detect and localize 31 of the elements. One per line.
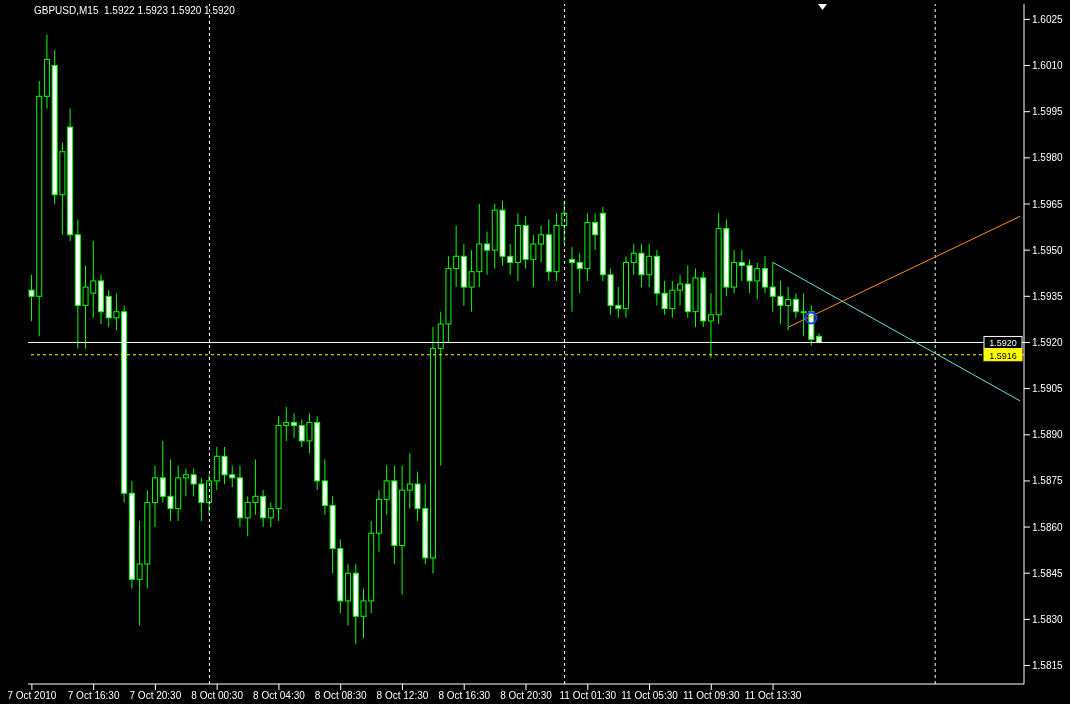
y-tick-label: 1.5950 [1032, 244, 1064, 256]
x-tick-label: 8 Oct 20:30 [500, 690, 553, 702]
y-tick-label: 1.5905 [1032, 383, 1064, 395]
ref-line-label: 1.5920 [989, 338, 1017, 349]
y-tick-label: 1.5980 [1032, 152, 1064, 164]
ref-line-label: 1.5916 [989, 350, 1017, 361]
y-tick-label: 1.5815 [1032, 660, 1064, 672]
x-tick-label: 7 Oct 16:30 [67, 690, 120, 702]
y-tick-label: 1.5890 [1032, 429, 1064, 441]
x-tick-label: 11 Oct 05:30 [621, 690, 679, 702]
x-tick-label: 8 Oct 00:30 [191, 690, 244, 702]
x-tick-label: 8 Oct 16:30 [438, 690, 491, 702]
x-tick-label: 11 Oct 13:30 [744, 690, 802, 702]
y-tick-label: 1.5830 [1032, 613, 1064, 625]
x-tick-label: 7 Oct 20:30 [129, 690, 182, 702]
x-tick-label: 8 Oct 08:30 [314, 690, 367, 702]
x-tick-label: 8 Oct 12:30 [376, 690, 429, 702]
x-tick-label: 11 Oct 01:30 [559, 690, 617, 702]
y-tick-label: 1.5965 [1032, 198, 1064, 210]
y-tick-label: 1.5935 [1032, 290, 1064, 302]
y-tick-label: 1.5845 [1032, 567, 1064, 579]
y-tick-label: 1.5875 [1032, 475, 1064, 487]
y-tick-label: 1.6025 [1032, 13, 1064, 25]
x-tick-label: 11 Oct 09:30 [683, 690, 740, 702]
x-tick-label: 7 Oct 2010 [7, 690, 57, 702]
chart-title: GBPUSD,M15 1.5922 1.5923 1.5920 1.5920 [34, 5, 235, 16]
x-tick-label: 8 Oct 04:30 [253, 690, 306, 702]
y-tick-label: 1.6010 [1032, 60, 1064, 72]
y-tick-label: 1.5995 [1032, 106, 1064, 118]
y-tick-label: 1.5860 [1032, 521, 1064, 533]
y-tick-label: 1.5920 [1032, 337, 1064, 349]
